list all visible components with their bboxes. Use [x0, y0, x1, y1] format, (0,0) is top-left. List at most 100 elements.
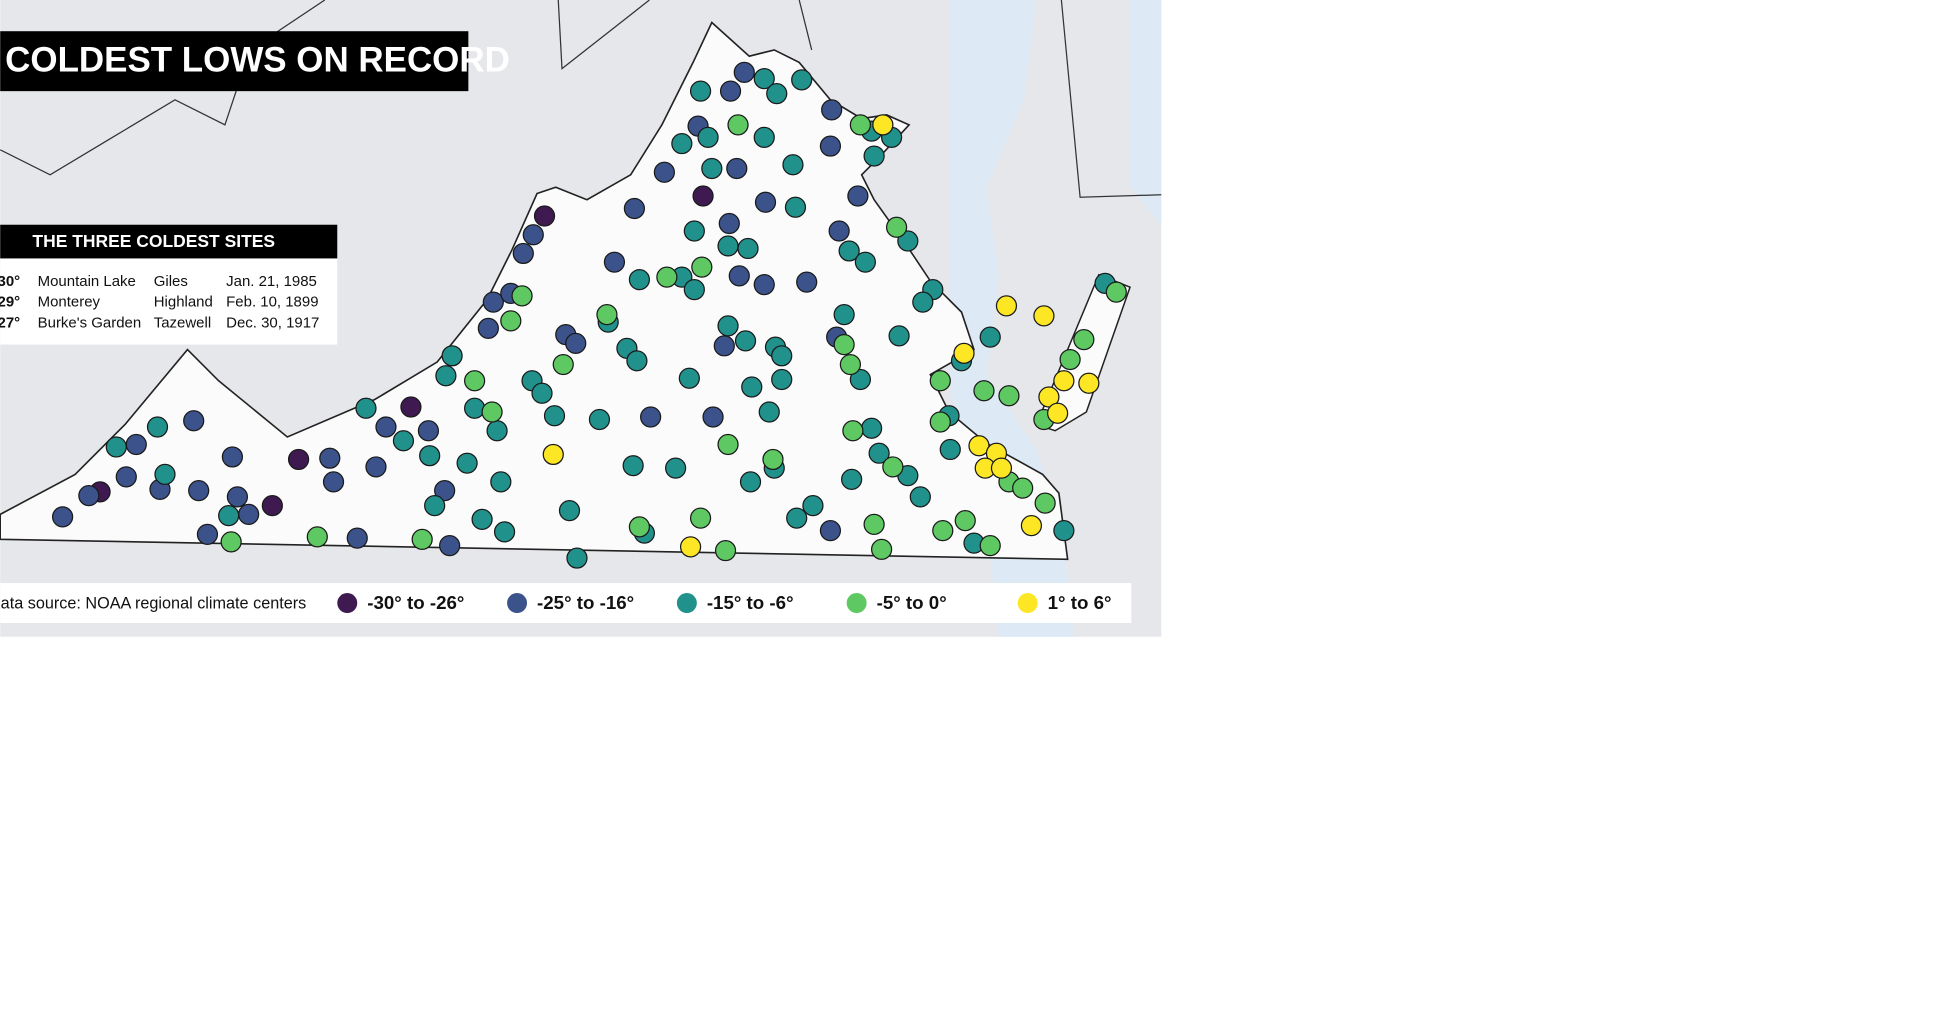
station-dot [717, 235, 739, 257]
station-dot [226, 486, 249, 508]
station-dot [1033, 305, 1055, 327]
station-dot [753, 126, 775, 148]
station-dot [828, 220, 850, 242]
station-dot [419, 445, 441, 467]
station-dot [543, 405, 566, 427]
station-dot [847, 185, 869, 207]
station-dot [640, 406, 662, 428]
station-dot [1038, 386, 1060, 408]
legend-box [0, 583, 1132, 623]
station-dot [753, 274, 775, 296]
stations [52, 61, 1127, 569]
source: Data source: NOAA regional climate cente… [0, 595, 306, 613]
station-dot [220, 531, 242, 553]
station-dot [741, 376, 763, 398]
station-dot [796, 271, 818, 293]
station-dot [1034, 492, 1056, 514]
station-dot [565, 332, 587, 354]
station-dot [714, 539, 737, 562]
legend-label: -25° to -16° [537, 592, 634, 613]
station-dot [683, 279, 705, 301]
station-dot [689, 507, 712, 529]
table-cell: Burke's Garden [38, 314, 142, 331]
station-dot [791, 69, 813, 91]
station-dot [365, 456, 387, 478]
station-dot [679, 536, 702, 558]
station-dot [909, 486, 931, 508]
station-dot [692, 185, 714, 207]
station-dot [882, 456, 904, 478]
station-dot [493, 521, 516, 543]
station-dot [671, 132, 693, 155]
station-dot [1053, 519, 1075, 542]
eastern-shore [1035, 273, 1131, 432]
station-dot [771, 368, 793, 391]
station-dot [702, 406, 724, 428]
station-dot [990, 457, 1013, 479]
table-cell: Mountain Lake [38, 273, 136, 290]
station-dot [441, 345, 463, 367]
station-dot [319, 447, 341, 469]
table-cell: Giles [154, 273, 188, 290]
station-dot [105, 436, 127, 458]
station-dot [821, 99, 843, 121]
station-dot [218, 505, 240, 527]
station-dot [872, 114, 894, 136]
station-dot [784, 196, 807, 218]
station-dot [727, 114, 749, 136]
station-dot [861, 417, 883, 439]
legend-label: -15° to -6° [707, 592, 794, 613]
station-dot [463, 370, 486, 392]
station-dot [929, 370, 951, 392]
station-dot [628, 516, 651, 538]
station-dot [802, 495, 824, 517]
legend-swatch [507, 593, 528, 613]
station-dot [929, 411, 951, 433]
station-dot [1012, 477, 1034, 499]
station-dot [691, 256, 713, 278]
station-dot [552, 353, 574, 376]
station-dot [221, 446, 244, 468]
station-dot [596, 304, 618, 326]
title: COLDEST LOWS ON RECORD [5, 41, 510, 80]
station-dot [754, 191, 777, 213]
station-dot [782, 154, 804, 176]
station-dot [623, 197, 646, 220]
station-dot [115, 466, 137, 488]
station-dot [854, 251, 876, 273]
station-dot [912, 291, 934, 313]
station-dot [664, 457, 687, 479]
station-dot [482, 291, 504, 313]
station-dot [558, 500, 581, 522]
station-dot [146, 416, 169, 438]
station-dot [1053, 370, 1075, 392]
station-dot [456, 452, 478, 474]
station-dot [78, 485, 100, 507]
station-dot [125, 433, 147, 456]
station-dot [758, 401, 780, 423]
station-dot [471, 508, 493, 530]
station-dot [400, 396, 422, 418]
station-dot [753, 68, 775, 90]
station-dot [697, 126, 719, 148]
legend-label: -30° to -26° [367, 592, 464, 613]
station-dot [653, 161, 675, 183]
table-header-box [0, 224, 338, 259]
station-dot [849, 114, 871, 136]
legend-swatch [846, 593, 867, 613]
station-dot [849, 368, 871, 391]
station-dot [726, 157, 748, 180]
table-cell: Highland [154, 294, 213, 311]
station-dot [434, 480, 456, 502]
station-dot [392, 430, 415, 452]
legend-swatch [337, 593, 358, 613]
table-temp: -30° [0, 273, 20, 290]
table-temp: -27° [0, 314, 20, 331]
station-dot [542, 443, 564, 466]
station-dot [863, 513, 885, 535]
station-dot [678, 367, 700, 389]
station-dot [683, 220, 705, 242]
station-dot [1073, 328, 1095, 351]
station-dot [713, 335, 735, 357]
